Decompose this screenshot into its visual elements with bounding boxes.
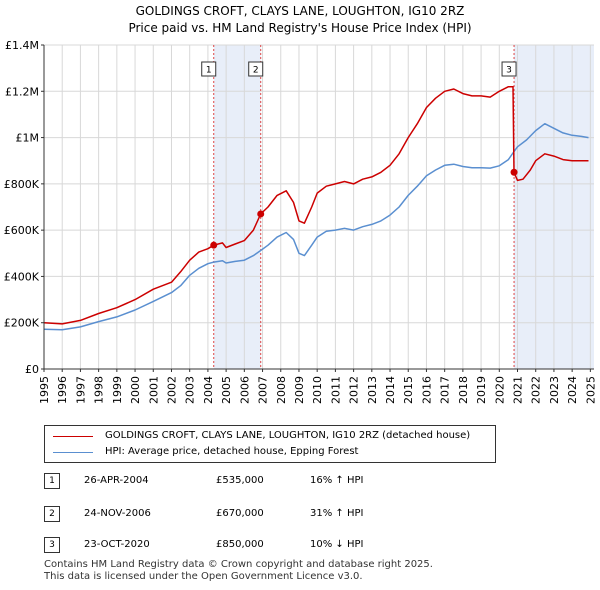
sale-marker-box: 2 (44, 506, 60, 522)
sale-marker-label-box (248, 61, 264, 77)
x-tick-label: 2021 (512, 376, 525, 404)
sale-hpi-diff: 31% ↑ HPI (310, 508, 364, 519)
x-tick-label: 2013 (366, 376, 379, 404)
chart-subtitle-line: Price paid vs. HM Land Registry's House … (128, 21, 472, 35)
footer-licence: This data is licensed under the Open Gov… (44, 571, 363, 582)
sale-hpi-diff: 16% ↑ HPI (310, 475, 364, 486)
x-tick-label: 1999 (111, 376, 124, 404)
sale-marker-label: 1 (206, 66, 212, 76)
sale-price: £670,000 (216, 508, 264, 519)
x-tick-label: 2014 (384, 376, 397, 404)
x-tick-label: 2025 (584, 376, 597, 404)
sale-date: 26-APR-2004 (84, 475, 149, 486)
x-tick-label: 2008 (275, 376, 288, 404)
plot-area (44, 45, 594, 369)
x-tick-label: 2017 (439, 376, 452, 404)
sale-marker-box: 1 (44, 473, 60, 489)
y-tick-label: £1.2M (5, 85, 39, 98)
x-tick-label: 1998 (93, 376, 106, 404)
x-tick-label: 2002 (165, 376, 178, 404)
sale-price: £850,000 (216, 539, 264, 550)
sale-date: 23-OCT-2020 (84, 539, 150, 550)
sale-marker-box: 3 (44, 537, 60, 553)
x-tick-label: 1997 (74, 376, 87, 404)
y-tick-label: £800K (4, 178, 40, 191)
chart-title: GOLDINGS CROFT, CLAYS LANE, LOUGHTON, IG… (0, 3, 600, 37)
x-tick-label: 1996 (56, 376, 69, 404)
sale-price: £535,000 (216, 475, 264, 486)
x-tick-label: 2007 (257, 376, 270, 404)
x-tick-label: 2001 (147, 376, 160, 404)
y-tick-label: £1M (16, 132, 40, 145)
y-tick-label: £0 (25, 363, 39, 376)
legend-swatch-hpi (53, 451, 93, 453)
x-tick-label: 2004 (202, 376, 215, 404)
x-tick-label: 2012 (348, 376, 361, 404)
legend-entry-hpi: HPI: Average price, detached house, Eppi… (53, 444, 358, 460)
table-row: 3 23-OCT-2020 £850,000 10% ↓ HPI (44, 537, 494, 555)
x-tick-label: 2009 (293, 376, 306, 404)
x-tick-label: 2015 (402, 376, 415, 404)
sale-marker-label-box (501, 61, 517, 77)
table-row: 1 26-APR-2004 £535,000 16% ↑ HPI (44, 473, 494, 491)
price-chart: 1 2 3 £0 £200K £400K £600K £800K £1M £1.2M £1.4M 19… (4, 39, 598, 404)
legend-label-property: GOLDINGS CROFT, CLAYS LANE, LOUGHTON, IG… (105, 430, 471, 441)
legend-label-hpi: HPI: Average price, detached house, Eppi… (105, 446, 359, 457)
sale-marker-label-box (201, 61, 217, 77)
chart-title-line: GOLDINGS CROFT, CLAYS LANE, LOUGHTON, IG… (135, 4, 465, 18)
chart-legend: GOLDINGS CROFT, CLAYS LANE, LOUGHTON, IG… (44, 425, 496, 463)
y-tick-label: £1.4M (5, 39, 39, 52)
sale-point (257, 210, 265, 218)
sale-marker-label: 3 (506, 66, 512, 76)
x-tick-label: 2005 (220, 376, 233, 404)
x-tick-label: 2024 (566, 376, 579, 404)
series-line-hpi (43, 122, 589, 331)
y-tick-label: £400K (4, 270, 40, 283)
sale-date: 24-NOV-2006 (84, 508, 151, 519)
x-tick-label: 2003 (184, 376, 197, 404)
y-tick-label: £600K (4, 224, 40, 237)
footer-copyright: Contains HM Land Registry data © Crown c… (44, 559, 433, 570)
sale-marker-label: 2 (253, 66, 259, 76)
legend-entry-property: GOLDINGS CROFT, CLAYS LANE, LOUGHTON, IG… (53, 428, 470, 444)
sale-point (210, 241, 218, 249)
x-tick-label: 2023 (548, 376, 561, 404)
sale-point (510, 168, 518, 176)
sale-hpi-diff: 10% ↓ HPI (310, 539, 364, 550)
x-tick-label: 2022 (530, 376, 543, 404)
x-tick-label: 2010 (311, 376, 324, 404)
x-tick-label: 2000 (129, 376, 142, 404)
x-tick-label: 2016 (420, 376, 433, 404)
x-tick-label: 2018 (457, 376, 470, 404)
table-row: 2 24-NOV-2006 £670,000 31% ↑ HPI (44, 506, 494, 524)
footer-attribution: Contains HM Land Registry data © Crown c… (44, 559, 433, 583)
legend-swatch-property (53, 435, 93, 437)
x-tick-label: 2006 (238, 376, 251, 404)
x-tick-label: 2019 (475, 376, 488, 404)
x-tick-label: 2011 (329, 376, 342, 404)
shaded-span (213, 45, 261, 369)
x-tick-label: 1995 (38, 376, 51, 404)
y-tick-label: £200K (4, 317, 40, 330)
x-tick-label: 2020 (493, 376, 506, 404)
